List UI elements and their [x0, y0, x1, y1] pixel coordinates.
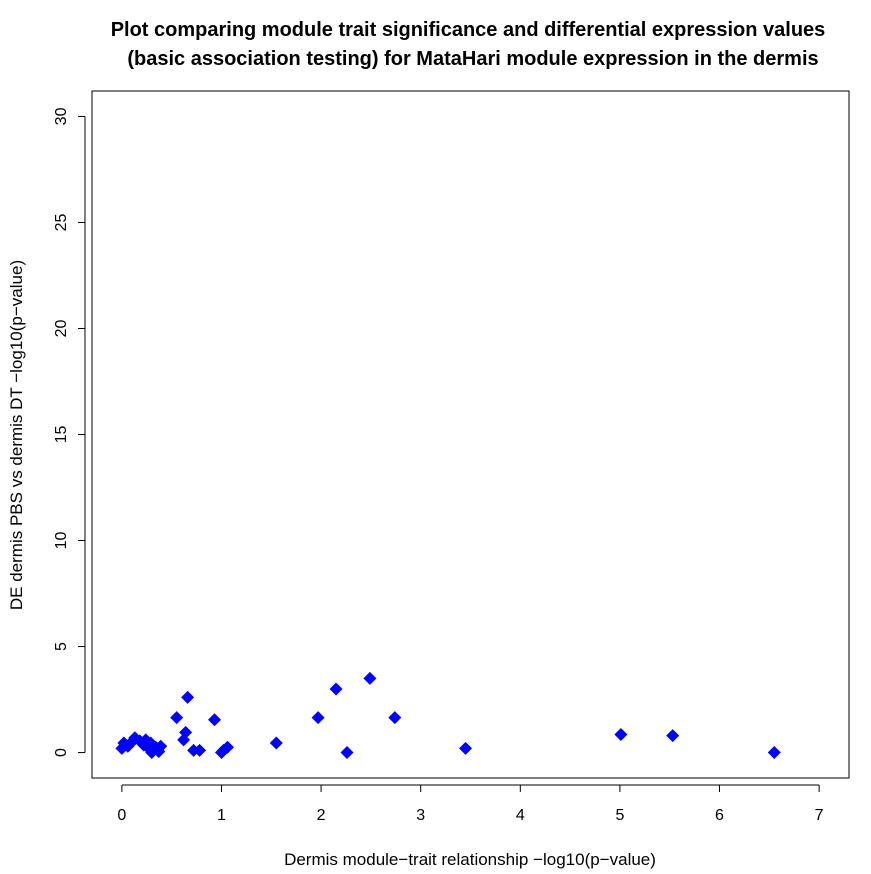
x-tick-label: 4: [516, 807, 525, 824]
data-point: [311, 711, 325, 725]
data-point: [179, 725, 193, 739]
y-axis: 0 5 10 15 20 25 30: [53, 107, 86, 757]
data-point: [269, 736, 283, 750]
x-tick-label: 6: [715, 807, 724, 824]
y-tick-label: 25: [53, 213, 70, 231]
data-point: [767, 746, 781, 760]
data-points: [115, 671, 781, 760]
plot-area-frame: [91, 90, 850, 779]
data-point: [208, 713, 222, 727]
y-tick-label: 15: [53, 426, 70, 444]
data-point: [181, 690, 195, 704]
data-point: [154, 739, 168, 753]
y-tick-label: 0: [53, 748, 70, 757]
data-point: [459, 741, 473, 755]
x-axis: 0 1 2 3 4 5 6 7: [117, 784, 824, 824]
x-tick-label: 0: [117, 807, 126, 824]
data-point: [363, 671, 377, 685]
data-point: [666, 729, 680, 743]
y-tick-label: 10: [53, 532, 70, 550]
data-point: [388, 711, 402, 725]
x-tick-label: 1: [217, 807, 226, 824]
x-tick-label: 3: [416, 807, 425, 824]
data-point: [329, 682, 343, 696]
y-tick-label: 30: [53, 107, 70, 125]
data-point: [220, 740, 234, 754]
x-axis-label: Dermis module−trait relationship −log10(…: [284, 850, 656, 869]
chart-title-line-2: (basic association testing) for MataHari…: [127, 48, 818, 70]
data-point: [340, 746, 354, 760]
chart-title-line-1: Plot comparing module trait significance…: [111, 19, 826, 41]
x-tick-label: 2: [317, 807, 326, 824]
data-point: [614, 728, 628, 742]
y-tick-label: 20: [53, 319, 70, 337]
y-axis-label: DE dermis PBS vs dermis DT −log10(p−valu…: [7, 260, 26, 610]
x-tick-label: 7: [815, 807, 824, 824]
data-point: [170, 711, 184, 725]
y-tick-label: 5: [53, 642, 70, 651]
x-tick-label: 5: [615, 807, 624, 824]
data-point: [193, 743, 207, 757]
